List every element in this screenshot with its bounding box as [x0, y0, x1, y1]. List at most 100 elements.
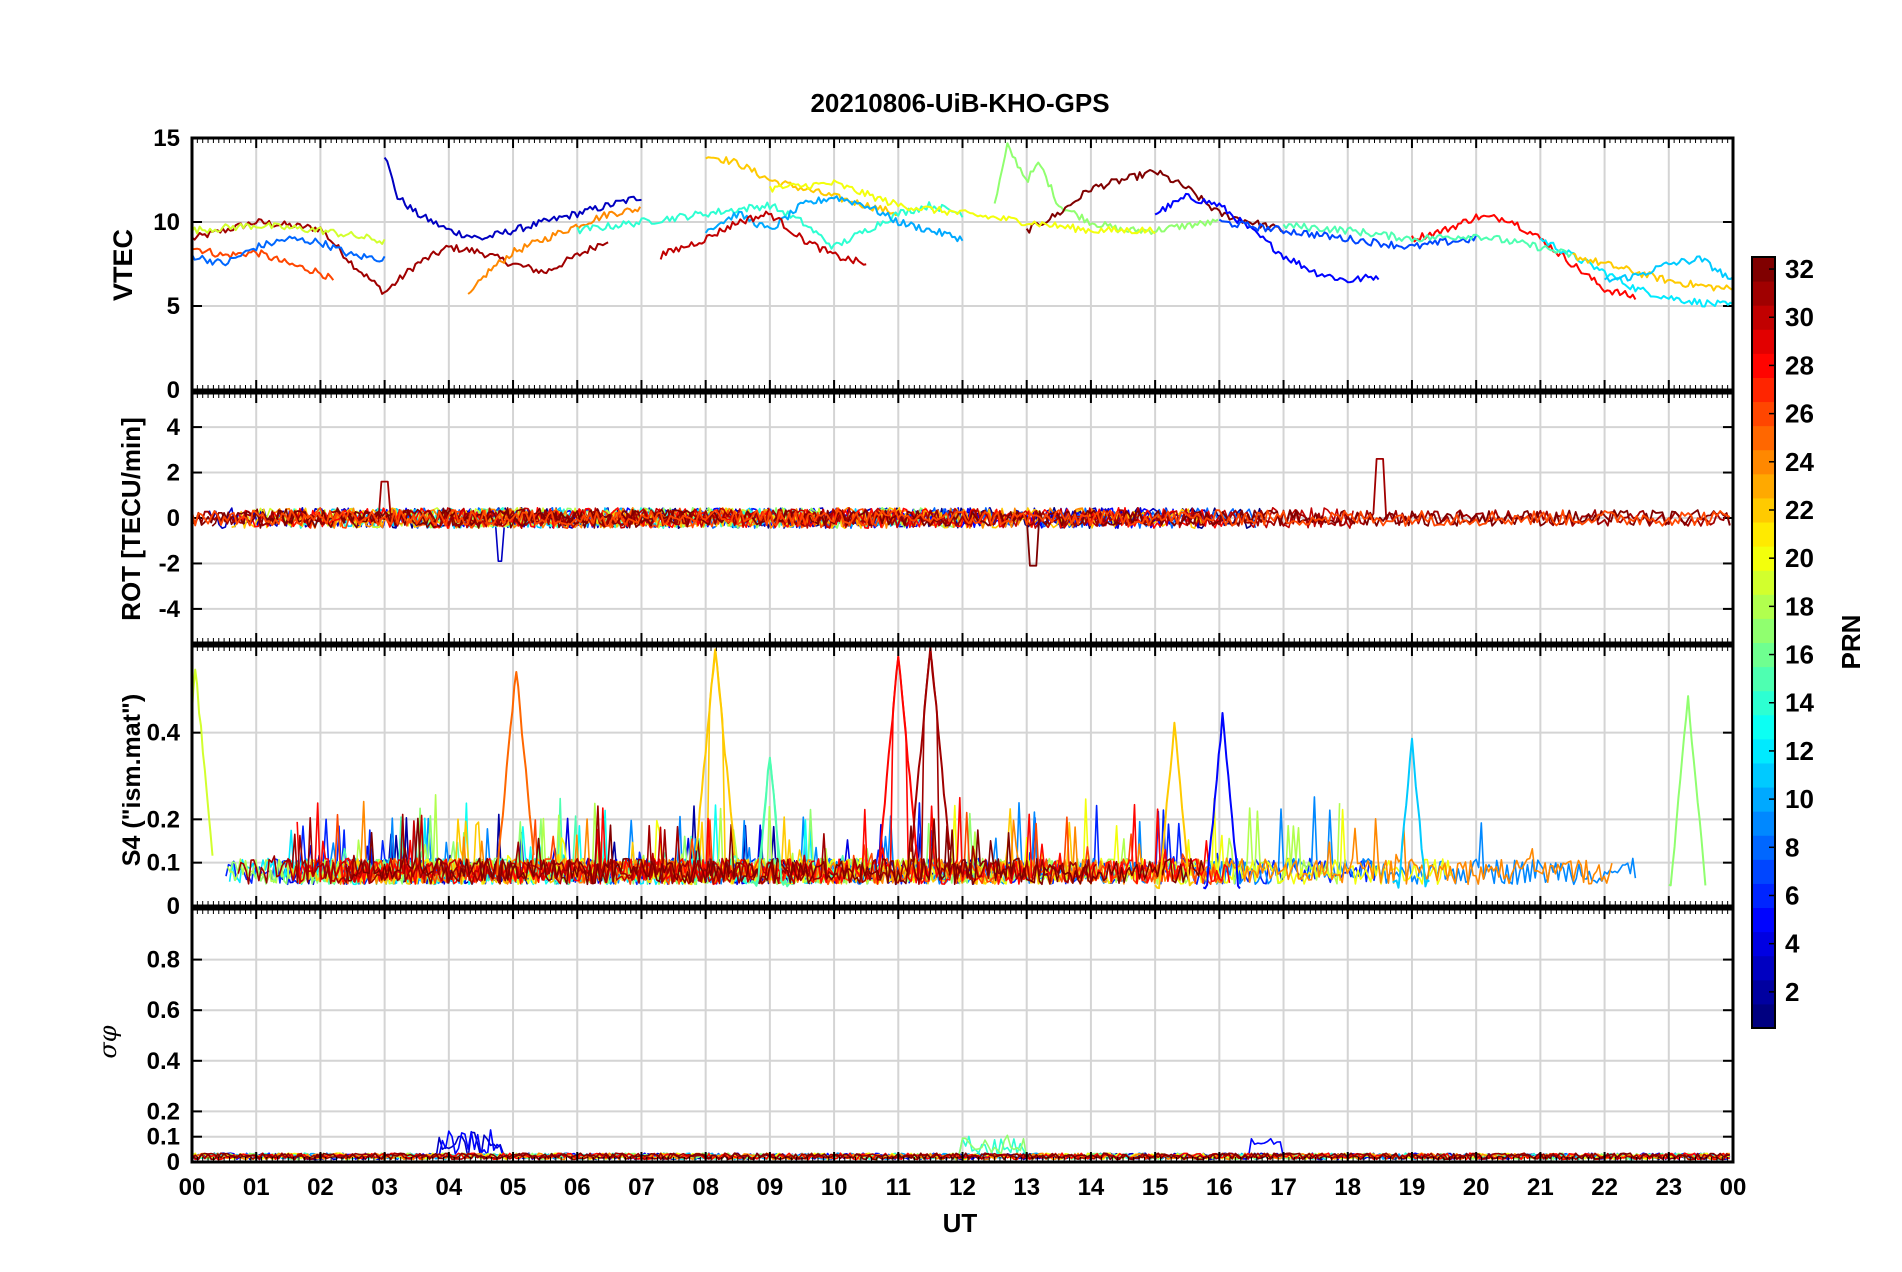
- colorbar-tick-label: 32: [1785, 254, 1814, 284]
- s4-peak-prn-25: [496, 671, 535, 876]
- s4-panel: 0 0.1 0.2 0.4: [147, 644, 1735, 920]
- colorbar-swatch: [1752, 931, 1775, 957]
- rot-frame: [190, 391, 1735, 645]
- colorbar-tick-label: 16: [1785, 640, 1814, 670]
- x-tick-label: 03: [371, 1174, 398, 1201]
- vtec-series-prn-14: [576, 201, 964, 250]
- sigma-ytick-label: 0.2: [147, 1098, 180, 1125]
- rot-ytick-label: -2: [159, 550, 180, 577]
- colorbar-swatch: [1752, 522, 1775, 547]
- colorbar-tick-label: 10: [1785, 784, 1814, 814]
- x-tick-label: 00: [179, 1174, 206, 1201]
- colorbar-swatch: [1752, 835, 1775, 860]
- s4-peak-prn-15: [749, 756, 790, 888]
- colorbar-tick-label: 12: [1785, 736, 1814, 766]
- rot-series-prn-26: [191, 509, 1731, 527]
- rot-ytick-label: 2: [167, 460, 180, 487]
- x-tick-label: 19: [1399, 1174, 1426, 1201]
- s4-peak-prn-5: [1202, 712, 1241, 890]
- s4-ytick-label: 0.2: [147, 806, 180, 833]
- colorbar-swatch: [1752, 594, 1775, 619]
- x-axis: 00 01 02 03 04 05 06 07 08 09 10 11 12 13 14 15 16 17 18 19…: [179, 1174, 1747, 1201]
- x-tick-label: 21: [1527, 1174, 1554, 1201]
- colorbar-swatch: [1752, 811, 1775, 836]
- colorbar-swatch: [1752, 305, 1775, 330]
- colorbar-tick-label: 24: [1785, 447, 1814, 477]
- sigma-ytick-label: 0: [167, 1149, 180, 1176]
- x-tick-label: 22: [1591, 1174, 1618, 1201]
- sigma-phi-panel: 00.10.2 0.4 0.6 0.8: [147, 907, 1735, 1176]
- colorbar-tick-label: 2: [1785, 977, 1799, 1007]
- sigma-ytick-label: 0.4: [147, 1048, 181, 1075]
- s4-ytick-label: 0.4: [147, 720, 181, 747]
- colorbar-swatch: [1752, 642, 1775, 668]
- s4-series-prn-32: [345, 817, 1205, 886]
- x-tick-label: 09: [757, 1174, 784, 1201]
- vtec-series-prn-31: [191, 218, 609, 295]
- colorbar-swatch: [1752, 979, 1775, 1005]
- colorbar-frame: [1751, 256, 1776, 1029]
- colorbar-swatch: [1752, 449, 1775, 475]
- colorbar-swatch: [1752, 714, 1775, 740]
- colorbar-tick-label: 6: [1785, 880, 1799, 910]
- colorbar-swatch: [1752, 955, 1775, 981]
- x-tick-label: 02: [307, 1174, 334, 1201]
- colorbar-swatch: [1752, 353, 1775, 378]
- colorbar-tick-label: 28: [1785, 350, 1814, 380]
- colorbar-tick-label: 18: [1785, 591, 1814, 621]
- vtec-series-prn-8: [191, 235, 386, 267]
- s4-ytick-label: 0.1: [147, 850, 180, 877]
- colorbar-swatch: [1752, 329, 1775, 354]
- sigma-ytick-label: 0.1: [147, 1124, 180, 1151]
- vtec-frame: [190, 136, 1735, 392]
- rot-ytick-label: -4: [159, 596, 181, 623]
- x-tick-label: 11: [886, 1174, 911, 1201]
- vtec-ytick-label: 15: [153, 125, 180, 152]
- vtec-series-prn-12: [1539, 237, 1734, 308]
- s4-peak-prn-22: [1154, 721, 1194, 890]
- x-tick-label: 23: [1655, 1174, 1682, 1201]
- vtec-series-prn-10: [704, 195, 964, 243]
- chart-title: 20210806-UiB-KHO-GPS: [810, 88, 1109, 118]
- colorbar-swatch: [1752, 377, 1775, 403]
- rot-panel: -4 -2 0 2 4: [159, 391, 1735, 645]
- rot-ytick-label: 4: [167, 414, 181, 441]
- s4-frame: [190, 644, 1735, 908]
- vtec-series-prn-28: [1411, 213, 1637, 300]
- vtec-series-prn-17: [993, 142, 1219, 235]
- x-tick-label: 01: [243, 1174, 270, 1201]
- vtec-series-prn-11: [1604, 255, 1734, 283]
- colorbar-swatch: [1752, 257, 1775, 282]
- colorbar-tick-label: 14: [1785, 688, 1814, 718]
- x-tick-label: 17: [1270, 1174, 1297, 1201]
- vtec-ytick-label: 0: [167, 377, 180, 404]
- s4-ylabel: S4 ("ism.mat"): [118, 694, 146, 866]
- vtec-ytick-label: 5: [167, 293, 180, 320]
- vtec-series-prn-20: [768, 179, 1156, 235]
- colorbar-swatch: [1752, 570, 1775, 595]
- x-tick-label: 16: [1206, 1174, 1233, 1201]
- colorbar-swatch: [1752, 546, 1775, 571]
- colorbar-label: PRN: [1836, 615, 1866, 670]
- x-tick-label: 04: [435, 1174, 462, 1201]
- colorbar-swatch: [1752, 787, 1775, 812]
- s4-peak-prn-11: [1392, 737, 1430, 889]
- x-tick-label: 00: [1720, 1174, 1747, 1201]
- s4-peak-prn-17: [1668, 695, 1707, 887]
- colorbar-swatch: [1752, 401, 1775, 427]
- s4-peak-prn-22: [695, 648, 736, 856]
- vtec-series-prn-7: [1218, 218, 1478, 250]
- rot-ylabel: ROT [TECU/min]: [116, 417, 146, 621]
- x-tick-label: 13: [1013, 1174, 1040, 1201]
- sigma-frame: [190, 907, 1735, 1164]
- colorbar-tick-label: 4: [1785, 929, 1800, 959]
- x-tick-label: 08: [692, 1174, 719, 1201]
- colorbar-swatch: [1752, 738, 1775, 764]
- sigma-phi-ylabel: σφ: [94, 1025, 122, 1058]
- x-tick-label: 14: [1078, 1174, 1105, 1201]
- colorbar-swatch: [1752, 690, 1775, 716]
- colorbar-tick-label: 30: [1785, 302, 1814, 332]
- rot-ytick-label: 0: [167, 505, 180, 532]
- colorbar-swatch: [1752, 907, 1775, 933]
